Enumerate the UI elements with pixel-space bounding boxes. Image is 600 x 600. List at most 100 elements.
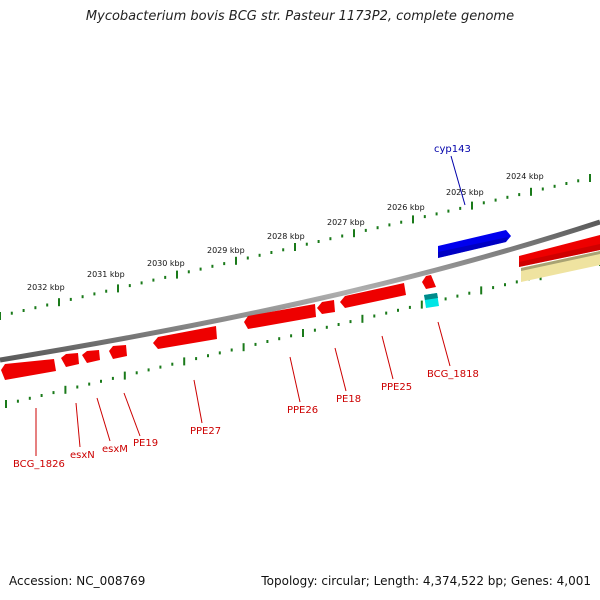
inner-scale-tick <box>480 286 483 295</box>
inner-scale-tick <box>111 376 114 380</box>
inner-scale-tick <box>313 328 316 332</box>
inner-scale-tick <box>373 314 376 318</box>
feature-arrow[interactable] <box>1 359 56 380</box>
feature-arrow[interactable] <box>422 275 436 289</box>
outer-scale-tick <box>353 229 355 238</box>
scale-label: 2029 kbp <box>207 246 245 255</box>
feature-arrow[interactable] <box>519 244 600 267</box>
gene-label[interactable]: BCG_1818 <box>427 369 479 380</box>
map-title: Mycobacterium bovis BCG str. Pasteur 117… <box>85 9 515 24</box>
gene-label[interactable]: PPE25 <box>381 382 412 393</box>
inner-scale-ticks <box>5 258 600 408</box>
gene-label[interactable]: PPE26 <box>287 405 318 416</box>
outer-scale-tick <box>58 298 60 307</box>
outer-scale-tick <box>93 292 96 296</box>
genome-backbone <box>0 219 600 363</box>
inner-scale-tick <box>266 340 269 343</box>
inner-scale-tick <box>171 362 174 366</box>
outer-scale-tick <box>246 256 249 260</box>
rna-feature[interactable] <box>424 293 438 300</box>
outer-scale-tick <box>388 223 391 227</box>
gene-label[interactable]: cyp143 <box>434 144 471 155</box>
inner-scale-tick <box>468 291 471 295</box>
label-leader-line <box>193 379 203 424</box>
outer-scale-tick <box>400 220 403 224</box>
inner-scale-tick <box>230 348 233 352</box>
inner-scale-tick <box>290 334 293 338</box>
feature-arrow[interactable] <box>109 345 127 359</box>
gene-label[interactable]: PE18 <box>336 394 361 405</box>
inner-scale-tick <box>88 382 91 386</box>
outer-scale-tick <box>176 270 178 279</box>
outer-scale-tick <box>412 215 414 224</box>
inner-scale-tick <box>40 394 43 397</box>
inner-scale-tick <box>147 368 150 372</box>
scale-label: 2027 kbp <box>327 218 365 227</box>
scale-label: 2028 kbp <box>267 232 305 241</box>
inner-scale-tick <box>361 314 364 323</box>
gene-label[interactable]: esxN <box>70 450 95 461</box>
gene-label[interactable]: BCG_1826 <box>13 459 65 470</box>
feature-arrow[interactable] <box>340 283 406 308</box>
outer-scale-tick <box>518 193 521 197</box>
outer-scale-tick <box>187 270 190 274</box>
feature-arrow[interactable] <box>153 326 217 349</box>
scale-labels: 2032 kbp 2031 kbp 2030 kbp 2029 kbp 2028… <box>27 172 544 292</box>
inner-scale-tick <box>218 351 221 355</box>
feature-arrow[interactable] <box>61 353 79 367</box>
outer-scale-tick <box>211 264 214 268</box>
feature-arrow[interactable] <box>317 300 335 314</box>
forward-feature-arrow[interactable] <box>438 237 508 258</box>
label-leader-line <box>123 392 141 437</box>
label-leader-line <box>96 397 111 442</box>
outer-scale-tick <box>117 284 119 293</box>
inner-scale-tick <box>64 385 67 394</box>
outer-scale-tick <box>235 256 237 265</box>
outer-scale-tick <box>376 226 379 230</box>
outer-scale-tick <box>435 212 438 216</box>
inner-scale-tick <box>100 379 102 383</box>
gene-label[interactable]: PE19 <box>133 438 158 449</box>
feature-arrow[interactable] <box>82 350 100 363</box>
outer-scale-tick <box>459 206 462 210</box>
misc-feature[interactable] <box>521 251 600 282</box>
gene-label[interactable]: PPE27 <box>190 426 221 437</box>
outer-scale-tick <box>494 198 497 202</box>
inner-scale-tick <box>5 400 7 408</box>
inner-scale-tick <box>456 294 459 298</box>
inner-scale-tick <box>52 391 55 395</box>
inner-scale-tick <box>207 354 209 358</box>
outer-scale-tick <box>46 303 49 307</box>
inner-scale-tick <box>504 283 506 287</box>
outer-scale-tick <box>152 278 155 282</box>
outer-scale-tick <box>69 297 72 301</box>
outer-scale-tick <box>105 289 108 293</box>
inner-scale-tick <box>28 396 31 400</box>
feature-arrow[interactable] <box>244 304 316 329</box>
inner-scale-tick <box>123 371 126 380</box>
scale-label: 2026 kbp <box>387 203 425 212</box>
inner-scale-tick <box>195 357 198 361</box>
outer-scale-tick <box>164 275 167 279</box>
inner-scale-tick <box>325 325 328 329</box>
inner-scale-tick <box>302 329 304 337</box>
outer-scale-ticks <box>0 174 591 320</box>
outer-scale-tick <box>530 187 532 196</box>
misc-feature[interactable] <box>521 251 600 271</box>
outer-scale-tick <box>553 184 556 188</box>
scale-label: 2031 kbp <box>87 270 125 279</box>
label-leader-line <box>75 402 81 448</box>
label-leaders <box>35 155 466 456</box>
outer-scale-tick <box>329 237 332 241</box>
inner-scale-tick <box>278 337 281 341</box>
gene-labels: BCG_1826 esxN esxM PE19 PPE27 PPE26 PE18… <box>13 144 479 470</box>
gene-label[interactable]: esxM <box>102 444 128 455</box>
inner-scale-tick <box>76 385 79 389</box>
outer-scale-tick <box>270 251 273 254</box>
outer-scale-tick <box>199 267 202 271</box>
outer-scale-tick <box>447 209 450 213</box>
inner-scale-tick <box>515 280 518 284</box>
inner-scale-tick <box>183 357 186 366</box>
outer-scale-tick <box>541 187 544 191</box>
outer-scale-tick <box>423 215 426 219</box>
